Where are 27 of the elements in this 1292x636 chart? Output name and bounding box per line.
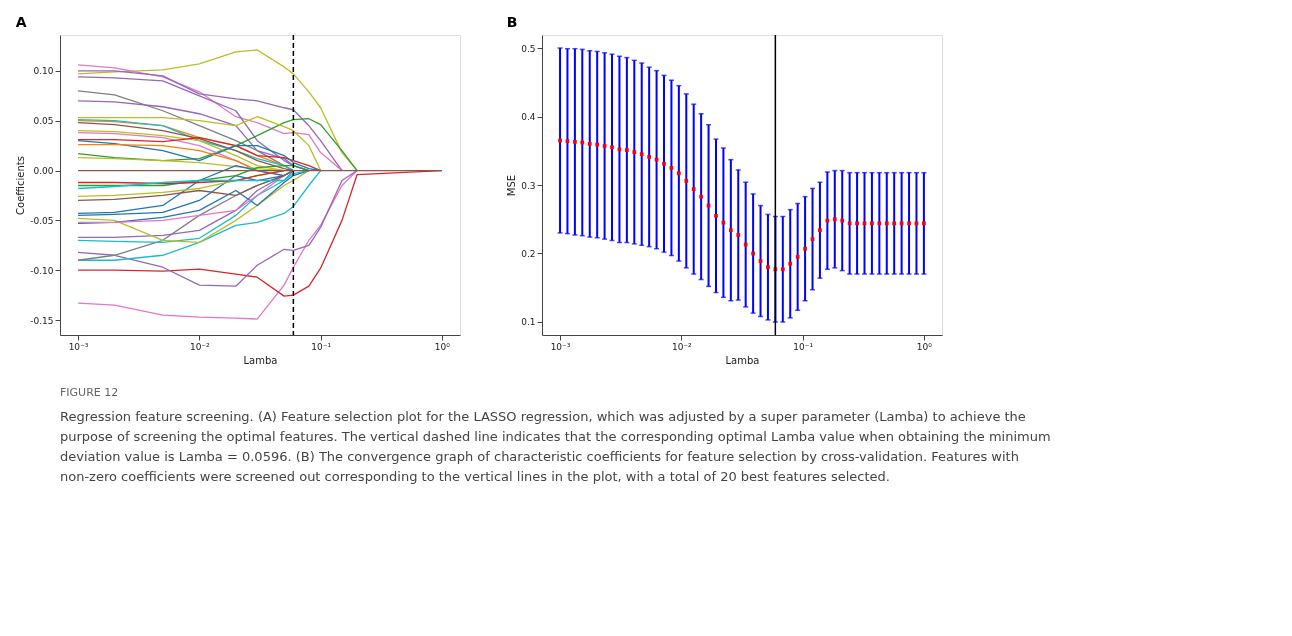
y-tick-label: -0.15 bbox=[30, 315, 54, 326]
x-tick-label: 10⁻³ bbox=[550, 341, 571, 352]
chart-title: B bbox=[506, 14, 518, 31]
y-tick-label: 0.05 bbox=[33, 116, 54, 127]
x-tick-label: 10⁰ bbox=[434, 341, 451, 352]
y-tick-label: 0.3 bbox=[521, 180, 536, 191]
y-tick-label: 0.10 bbox=[33, 66, 54, 77]
x-axis-title: Lamba bbox=[243, 354, 278, 366]
y-tick-label: 0.4 bbox=[521, 112, 536, 123]
y-tick-label: -0.10 bbox=[30, 265, 54, 276]
x-axis-title: Lamba bbox=[725, 354, 760, 366]
x-tick-label: 10⁻¹ bbox=[311, 341, 332, 352]
y-axis-title: MSE bbox=[506, 174, 518, 197]
caption: FIGURE 12 bbox=[60, 386, 119, 399]
x-tick-label: 10⁻² bbox=[671, 341, 693, 352]
text: Regression feature screening. (A) Feature selection plot for the LASSO regression, which was adjusted by a super parameter (Lamba) to achieve the purpose of screening the optimal features. The vertical dashed line indicates that the corresponding optimal Lamba value when obtaining the minimum deviation value is Lamba = 0.0596. (B) The convergence graph of characteristic coefficients for feature selection by cross-validation. Features with non-zero coefficients were screened out corresponding to the vertical lines in the plot, with a total of 20 best features selected. bbox=[60, 409, 1051, 484]
x-tick-label: 10⁻¹ bbox=[793, 341, 814, 352]
x-tick-label: 10⁻³ bbox=[68, 341, 89, 352]
x-tick-label: 10⁰ bbox=[916, 341, 933, 352]
y-tick-label: -0.05 bbox=[30, 215, 54, 226]
y-tick-label: 0.2 bbox=[521, 248, 536, 259]
y-tick-label: 0.1 bbox=[521, 317, 536, 328]
x-tick-label: 10⁻² bbox=[189, 341, 211, 352]
chart-title: A bbox=[15, 14, 27, 31]
y-tick-label: 0.5 bbox=[521, 43, 536, 54]
y-tick-label: 0.00 bbox=[33, 166, 54, 177]
y-axis-title: Coefficients bbox=[15, 156, 27, 215]
